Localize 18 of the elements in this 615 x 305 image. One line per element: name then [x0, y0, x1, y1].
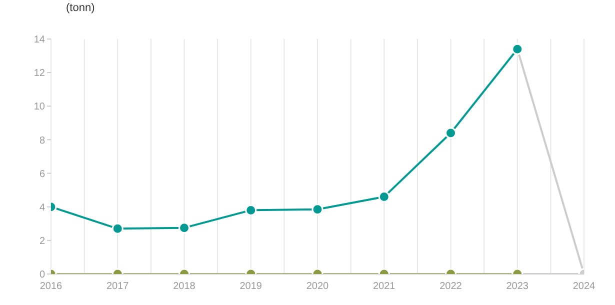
x-tick-label: 2023: [506, 281, 529, 292]
y-tick-label: 10: [34, 102, 46, 113]
y-tick-label: 2: [39, 236, 46, 247]
y-tick-label: 6: [39, 168, 46, 180]
x-tick-label: 2018: [173, 281, 196, 292]
y-axis-title: (tonn): [66, 2, 95, 14]
x-tick-label: 2017: [106, 281, 130, 292]
y-tick-label: 12: [34, 68, 46, 80]
x-tick-label: 2016: [40, 281, 63, 292]
x-tick-label: 2022: [440, 281, 462, 292]
x-tick-label: 2024: [572, 281, 596, 292]
x-tick-label: 2019: [240, 281, 262, 292]
y-tick-label: 0: [39, 270, 46, 281]
y-tick-label: 14: [34, 34, 46, 46]
x-tick-label: 2021: [373, 281, 396, 292]
y-tick-label: 8: [39, 135, 46, 146]
y-tick-label: 4: [39, 202, 46, 214]
x-tick-label: 2020: [306, 281, 330, 292]
